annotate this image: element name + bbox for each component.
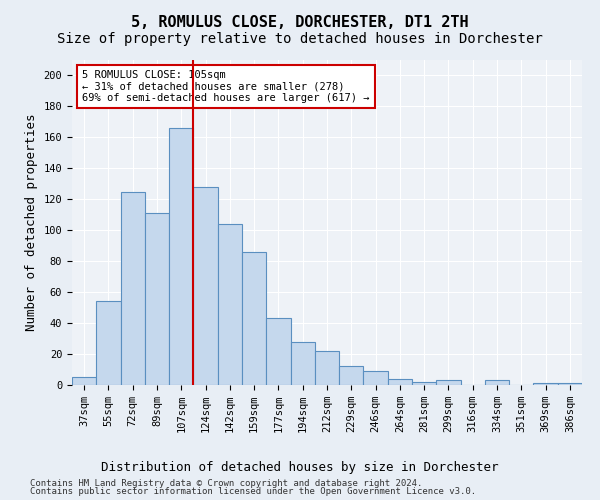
Bar [96,302,121,385]
Text: Distribution of detached houses by size in Dorchester: Distribution of detached houses by size … [101,462,499,474]
Bar [315,351,339,385]
Bar [145,213,169,385]
Bar [339,366,364,385]
Bar [436,380,461,385]
Bar [388,379,412,385]
Bar [266,318,290,385]
Bar [242,252,266,385]
Bar [290,342,315,385]
Bar [72,378,96,385]
Bar [218,224,242,385]
Bar [533,384,558,385]
Bar [121,192,145,385]
Bar [412,382,436,385]
Text: 5 ROMULUS CLOSE: 105sqm
← 31% of detached houses are smaller (278)
69% of semi-d: 5 ROMULUS CLOSE: 105sqm ← 31% of detache… [82,70,370,103]
Y-axis label: Number of detached properties: Number of detached properties [25,114,38,331]
Text: Contains HM Land Registry data © Crown copyright and database right 2024.: Contains HM Land Registry data © Crown c… [30,478,422,488]
Bar [169,128,193,385]
Bar [558,384,582,385]
Text: Size of property relative to detached houses in Dorchester: Size of property relative to detached ho… [57,32,543,46]
Bar [485,380,509,385]
Text: Contains public sector information licensed under the Open Government Licence v3: Contains public sector information licen… [30,487,476,496]
Bar [364,371,388,385]
Bar [193,187,218,385]
Text: 5, ROMULUS CLOSE, DORCHESTER, DT1 2TH: 5, ROMULUS CLOSE, DORCHESTER, DT1 2TH [131,15,469,30]
